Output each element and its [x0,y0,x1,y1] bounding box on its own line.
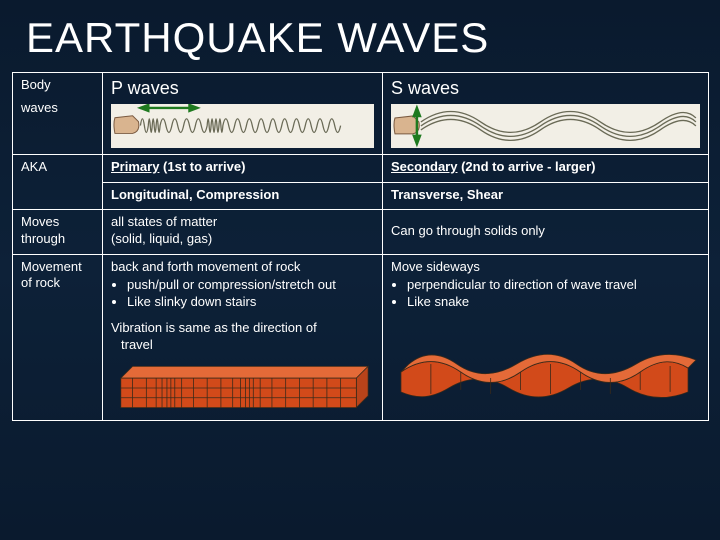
p-primary-underline: Primary [111,159,159,174]
s-movement-intro: Move sideways [391,259,700,276]
s-moves-through: Can go through solids only [383,210,709,254]
s-movement-cell: Move sideways perpendicular to direction… [383,254,709,420]
p-movement-tail-2: travel [111,337,374,354]
p-movement-intro: back and forth movement of rock [111,259,374,276]
p-movement-bullet-2: Like slinky down stairs [127,294,374,311]
s-aka-1: Secondary (2nd to arrive - larger) [383,155,709,183]
rowlabel-body-waves: Body waves [13,73,103,155]
p-waves-label: P waves [111,77,374,100]
p-aka-2: Longitudinal, Compression [103,182,383,210]
p-moves-line1: all states of matter [111,214,374,231]
comparison-table: Body waves P waves [12,72,709,421]
rowlabel-aka-cont [13,182,103,210]
s-aka-2: Transverse, Shear [383,182,709,210]
p-wave-block-diagram [111,358,374,414]
p-primary-rest: (1st to arrive) [159,159,245,174]
p-movement-bullet-1: push/pull or compression/stretch out [127,277,374,294]
moves-label-2: through [21,231,94,248]
p-moves-through: all states of matter (solid, liquid, gas… [103,210,383,254]
rowlabel-aka: AKA [13,155,103,183]
p-moves-line2: (solid, liquid, gas) [111,231,374,248]
s-secondary-underline: Secondary [391,159,457,174]
movement-label-1: Movement [21,259,94,276]
body-waves-label-2: waves [21,100,94,117]
p-aka-1: Primary (1st to arrive) [103,155,383,183]
p-movement-tail-1: Vibration is same as the direction of [111,320,374,337]
s-movement-bullet-2: Like snake [407,294,700,311]
p-movement-cell: back and forth movement of rock push/pul… [103,254,383,420]
moves-label-1: Moves [21,214,94,231]
rowlabel-movement: Movement of rock [13,254,103,420]
body-waves-label-1: Body [21,77,94,94]
s-wave-spring-diagram [391,104,700,148]
s-secondary-rest: (2nd to arrive - larger) [457,159,595,174]
page-title: EARTHQUAKE WAVES [0,0,720,72]
s-wave-block-diagram [391,344,700,400]
s-waves-header-cell: S waves [383,73,709,155]
rowlabel-moves-through: Moves through [13,210,103,254]
s-movement-bullet-1: perpendicular to direction of wave trave… [407,277,700,294]
p-wave-spring-diagram [111,104,374,148]
p-waves-header-cell: P waves [103,73,383,155]
movement-label-2: of rock [21,275,94,292]
s-waves-label: S waves [391,77,700,100]
